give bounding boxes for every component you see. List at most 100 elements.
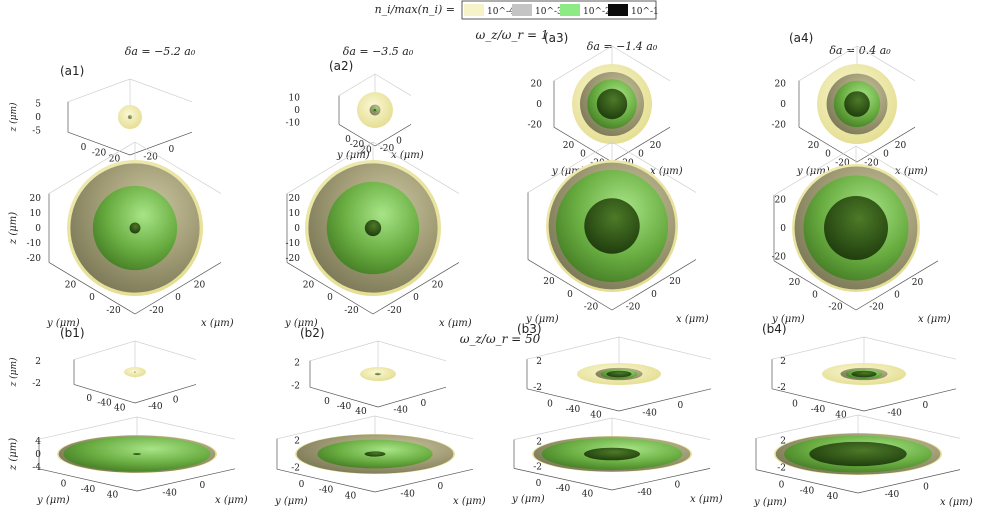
shell-1e-1 (596, 88, 628, 120)
xy-tick: 0 (825, 150, 831, 160)
xy-tick: 0 (324, 397, 330, 407)
y-axis-label: y (μm) (336, 150, 370, 161)
x-axis-label: x (μm) (918, 314, 951, 325)
xy-tick: 0 (413, 293, 419, 303)
xy-tick: 20 (65, 280, 77, 290)
xy-tick: -20 (92, 149, 107, 159)
panel: (b1)2-20 -40 400-40z (μm) (8, 326, 197, 413)
xy-tick: 20 (650, 141, 662, 151)
z-tick: 2 (294, 358, 300, 368)
shell-1e-1 (377, 373, 379, 375)
panel-tag: (a2) (329, 59, 353, 73)
xy-tick: 20 (109, 154, 121, 164)
shell-1e-1 (584, 447, 640, 461)
z-tick: 2 (536, 437, 542, 447)
xy-tick: 0 (199, 481, 205, 491)
xy-tick: -20 (149, 306, 164, 316)
axis-edge (276, 468, 474, 493)
x-axis-label: x (μm) (201, 318, 234, 329)
z-axis-label: z (μm) (8, 357, 19, 387)
shell-1e-1 (606, 370, 632, 378)
z-tick: 0 (35, 113, 41, 123)
xy-tick: -20 (106, 306, 121, 316)
xy-tick: 0 (81, 143, 87, 153)
axis-edge (338, 124, 412, 147)
axis-edge (67, 131, 193, 156)
column-label: δa = −1.4 a₀ (587, 40, 658, 53)
z-tick: 20 (775, 195, 787, 205)
xy-tick: 40 (114, 403, 126, 413)
xy-tick: 0 (536, 479, 542, 489)
xy-tick: 40 (582, 490, 594, 500)
legend-swatch (560, 4, 580, 16)
xy-tick: 0 (922, 401, 928, 411)
xy-tick: 0 (420, 399, 426, 409)
shell-1e-1 (584, 198, 640, 254)
xy-tick: -20 (350, 140, 365, 150)
xy-tick: -40 (393, 405, 408, 415)
xy-tick: 0 (638, 150, 644, 160)
xy-tick: 0 (89, 293, 95, 303)
xy-tick: 0 (299, 480, 305, 490)
axis-edge (526, 388, 712, 412)
xy-tick: -20 (869, 303, 884, 313)
z-tick: 5 (35, 100, 41, 110)
shell-1e-1 (129, 222, 141, 234)
xy-tick: 0 (883, 150, 889, 160)
z-tick: 2 (780, 357, 786, 367)
panel-tag: (a4) (789, 31, 813, 45)
xy-tick: 0 (894, 290, 900, 300)
shell-1e-1 (809, 441, 907, 467)
xy-tick: -20 (143, 152, 158, 162)
x-axis-label: x (μm) (676, 314, 709, 325)
z-tick: -10 (27, 239, 42, 249)
y-axis-label: y (μm) (771, 314, 805, 325)
legend-swatch (464, 4, 484, 16)
z-tick: -2 (291, 382, 300, 392)
xy-tick: 40 (827, 492, 839, 502)
z-tick: 20 (289, 194, 301, 204)
xy-tick: -40 (337, 402, 352, 412)
axis-edge (773, 260, 939, 311)
xy-tick: 40 (355, 407, 367, 417)
xy-tick: 0 (677, 401, 683, 411)
xy-tick: 40 (835, 410, 847, 420)
xy-tick: -40 (162, 489, 177, 499)
xy-tick: -20 (835, 158, 850, 168)
xy-tick: 20 (895, 141, 907, 151)
panel: 2 -2 0 -40 40 0 -40 y (μm) x (μm) (511, 417, 723, 505)
column-label: δa = −3.5 a₀ (343, 45, 414, 58)
xy-tick: -40 (800, 486, 815, 496)
panel: (b4) 2 -2 0 -40 40 0 -40 (762, 322, 957, 420)
xy-tick: 0 (345, 135, 351, 145)
z-tick: 10 (289, 93, 301, 103)
xy-tick: 0 (396, 137, 402, 147)
z-axis-label: z (μm) (8, 438, 19, 471)
xy-tick: 0 (792, 399, 798, 409)
shell-1e-1 (824, 196, 888, 260)
x-axis-label: x (μm) (940, 497, 973, 508)
xy-tick: 20 (303, 280, 315, 290)
z-tick: 0 (35, 450, 41, 460)
xy-tick: -20 (380, 144, 395, 154)
xy-tick: -40 (811, 405, 826, 415)
z-tick: 10 (289, 209, 301, 219)
xy-tick: -40 (637, 488, 652, 498)
z-tick: -10 (286, 239, 301, 249)
xy-tick: 40 (345, 491, 357, 501)
shell-1e-1 (373, 108, 377, 112)
xy-tick: 20 (789, 278, 801, 288)
z-tick: -2 (777, 464, 786, 474)
axis-edge (309, 386, 447, 408)
panel: 2 -2 0 -40 40 0 -40 y (μm) x (μm) (274, 415, 486, 507)
panel-tag: (b4) (762, 322, 787, 336)
xy-tick: 0 (779, 480, 785, 490)
xy-tick: 20 (360, 146, 372, 156)
x-axis-label: x (μm) (215, 495, 248, 506)
